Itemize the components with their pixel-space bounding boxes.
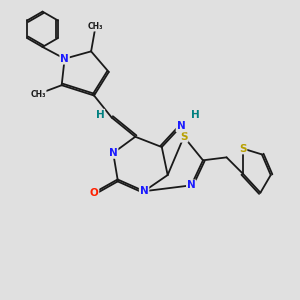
Text: H: H bbox=[191, 110, 200, 120]
Text: O: O bbox=[90, 188, 98, 198]
Text: N: N bbox=[140, 186, 148, 196]
Text: N: N bbox=[109, 148, 118, 158]
Text: S: S bbox=[239, 143, 247, 154]
Text: CH₃: CH₃ bbox=[88, 22, 103, 31]
Text: N: N bbox=[60, 54, 69, 64]
Text: S: S bbox=[180, 132, 188, 142]
Text: H: H bbox=[96, 110, 104, 120]
Text: N: N bbox=[176, 122, 185, 131]
Text: CH₃: CH₃ bbox=[30, 90, 46, 99]
Text: N: N bbox=[187, 180, 196, 190]
